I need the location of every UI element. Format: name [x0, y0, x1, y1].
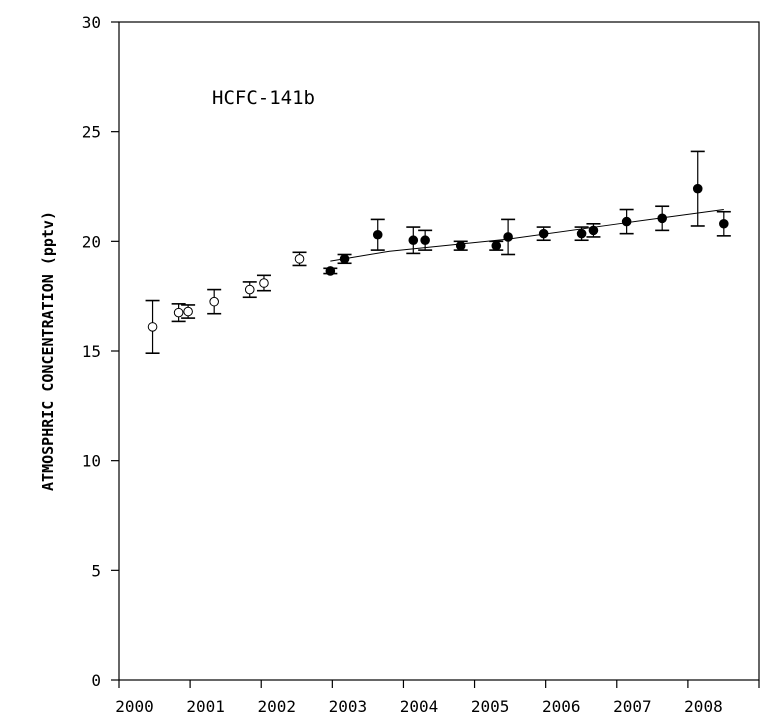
open-data-point [173, 307, 184, 318]
filled-data-point [420, 235, 430, 246]
data-points [147, 183, 729, 332]
y-tick-label: 30 [82, 13, 101, 32]
x-tick-label: 2005 [471, 697, 510, 714]
y-tick-label: 20 [82, 232, 101, 251]
y-tick-label: 10 [82, 452, 101, 471]
filled-data-point [372, 229, 383, 240]
filled-data-point [588, 225, 599, 236]
open-data-point [259, 278, 269, 288]
filled-data-point [692, 183, 703, 194]
filled-data-point [657, 213, 667, 224]
x-tick-label: 2007 [613, 697, 652, 714]
filled-data-point [576, 228, 587, 239]
filled-data-point [719, 218, 729, 229]
x-tick-label: 2008 [684, 697, 723, 714]
filled-data-point [491, 240, 502, 251]
open-data-point [183, 306, 193, 317]
filled-data-point [503, 232, 513, 242]
x-tick-label: 2001 [186, 697, 225, 714]
filled-data-point [339, 254, 350, 264]
filled-data-point [538, 228, 549, 239]
plot-area [118, 21, 760, 681]
x-axis: 2000 2001 2002 2003 2004 2005 2006 2007 2008 [115, 680, 760, 714]
open-data-point [294, 254, 305, 264]
y-tick-label: 25 [82, 123, 101, 142]
open-data-point [244, 284, 255, 295]
x-tick-label: 2000 [115, 697, 154, 714]
filled-data-point [621, 216, 632, 227]
y-axis: 0 5 10 15 20 25 30 [82, 13, 119, 690]
filled-data-point [408, 235, 419, 246]
error-bars [145, 150, 731, 354]
y-tick-label: 15 [82, 342, 101, 361]
filled-data-point [325, 266, 336, 276]
y-axis-title: ATMOSPHRIC CONCENTRATION (pptv) [39, 211, 57, 491]
x-tick-label: 2006 [542, 697, 581, 714]
chart-annotation: HCFC-141b [212, 87, 315, 109]
open-data-point [209, 296, 219, 307]
y-tick-label: 0 [91, 671, 101, 690]
x-tick-label: 2003 [329, 697, 368, 714]
x-tick-label: 2002 [258, 697, 297, 714]
filled-data-point [455, 240, 466, 251]
y-tick-label: 5 [91, 561, 101, 580]
x-tick-label: 2004 [400, 697, 439, 714]
open-data-point [147, 322, 158, 332]
